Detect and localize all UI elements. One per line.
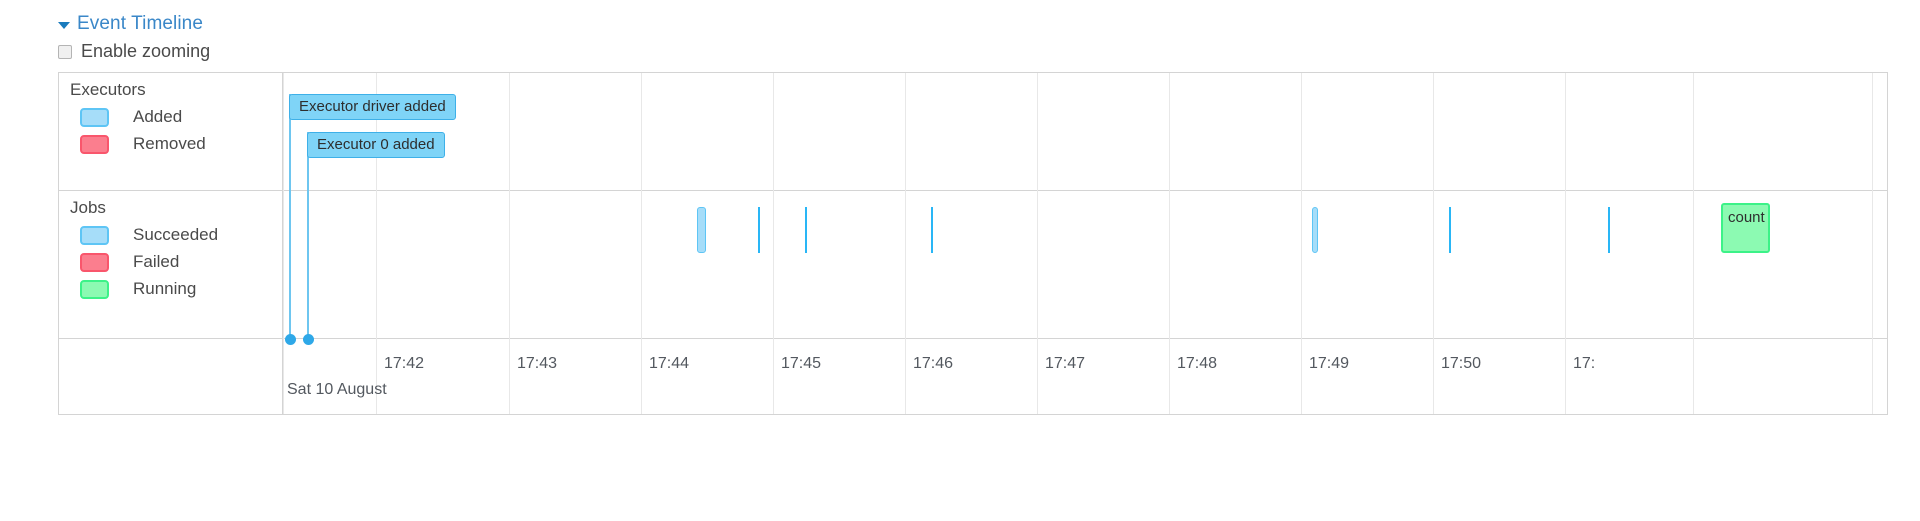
axis-tick-label: 17:50 [1441, 355, 1482, 372]
axis-date-label: Sat 10 August [287, 381, 387, 398]
legend-label-executor-added: Added [133, 107, 183, 126]
legend-item-executor-removed[interactable]: Removed [59, 134, 282, 154]
legend-group-title-jobs: Jobs [70, 198, 106, 217]
job-bar-succeeded[interactable] [1312, 207, 1318, 253]
swatch-executor-added-icon [80, 107, 109, 127]
legend-axis-spacer [59, 339, 282, 415]
legend-item-job-running[interactable]: Running [59, 279, 282, 299]
executor-event-stem [307, 132, 309, 339]
caret-down-icon [58, 21, 70, 29]
timeline-row-executors [283, 73, 1887, 191]
page-title: Event Timeline [77, 13, 204, 34]
timeline-label-column: Executors Added Removed Jobs Succeeded F… [59, 73, 283, 414]
enable-zooming-row[interactable]: Enable zooming [58, 41, 210, 62]
swatch-job-failed-icon [80, 252, 109, 272]
gridline [905, 73, 906, 414]
job-bar-succeeded[interactable] [1449, 207, 1451, 253]
gridline [773, 73, 774, 414]
axis-tick-label: 17: [1573, 355, 1596, 372]
gridline [509, 73, 510, 414]
gridline [1872, 73, 1873, 414]
legend-group-executors: Executors Added Removed [59, 73, 282, 191]
gridline [641, 73, 642, 414]
legend-label-executor-removed: Removed [133, 134, 206, 153]
axis-tick-label: 17:48 [1177, 355, 1218, 372]
swatch-job-running-icon [80, 279, 109, 299]
gridline [1037, 73, 1038, 414]
job-bar-succeeded[interactable] [931, 207, 933, 253]
executor-event-label[interactable]: Executor driver added [289, 94, 456, 120]
gridline [283, 73, 284, 414]
legend-label-job-failed: Failed [133, 252, 180, 271]
event-timeline-chart: Executors Added Removed Jobs Succeeded F… [58, 72, 1888, 415]
job-bar-succeeded[interactable] [758, 207, 760, 253]
swatch-job-succeeded-icon [80, 225, 109, 245]
gridline [1169, 73, 1170, 414]
job-bar-succeeded[interactable] [805, 207, 807, 253]
legend-label-job-running: Running [133, 279, 197, 298]
legend-group-jobs: Jobs Succeeded Failed Running [59, 191, 282, 339]
axis-tick-label: 17:44 [649, 355, 690, 372]
job-bar-running[interactable]: count [1721, 203, 1770, 253]
axis-tick-label: 17:49 [1309, 355, 1350, 372]
legend-label-job-succeeded: Succeeded [133, 225, 219, 244]
axis-tick-label: 17:42 [384, 355, 425, 372]
gridline [376, 73, 377, 414]
axis-tick-label: 17:47 [1045, 355, 1086, 372]
axis-tick-label: 17:43 [517, 355, 558, 372]
swatch-executor-removed-icon [80, 134, 109, 154]
timeline-plot-area[interactable]: 17:42 17:43 17:44 17:45 17:46 17:47 17:48 17:49… [283, 73, 1887, 414]
legend-item-job-succeeded[interactable]: Succeeded [59, 225, 282, 245]
legend-item-executor-added[interactable]: Added [59, 107, 282, 127]
timeline-row-jobs [283, 191, 1887, 339]
gridline [1565, 73, 1566, 414]
job-bar-succeeded[interactable] [697, 207, 706, 253]
event-timeline-toggle[interactable]: Event Timeline [58, 13, 203, 35]
gridline [1301, 73, 1302, 414]
axis-tick-label: 17:46 [913, 355, 954, 372]
legend-group-title-executors: Executors [70, 80, 146, 99]
executor-event-dot-icon[interactable] [303, 334, 314, 345]
executor-event-label[interactable]: Executor 0 added [307, 132, 445, 158]
gridline [1693, 73, 1694, 414]
enable-zooming-checkbox[interactable] [58, 44, 72, 59]
gridline [1433, 73, 1434, 414]
legend-item-job-failed[interactable]: Failed [59, 252, 282, 272]
enable-zooming-label: Enable zooming [81, 41, 211, 61]
job-bar-succeeded[interactable] [1608, 207, 1610, 253]
timeline-row-axis [283, 339, 1887, 414]
axis-tick-label: 17:45 [781, 355, 822, 372]
executor-event-stem [289, 94, 291, 339]
executor-event-dot-icon[interactable] [285, 334, 296, 345]
